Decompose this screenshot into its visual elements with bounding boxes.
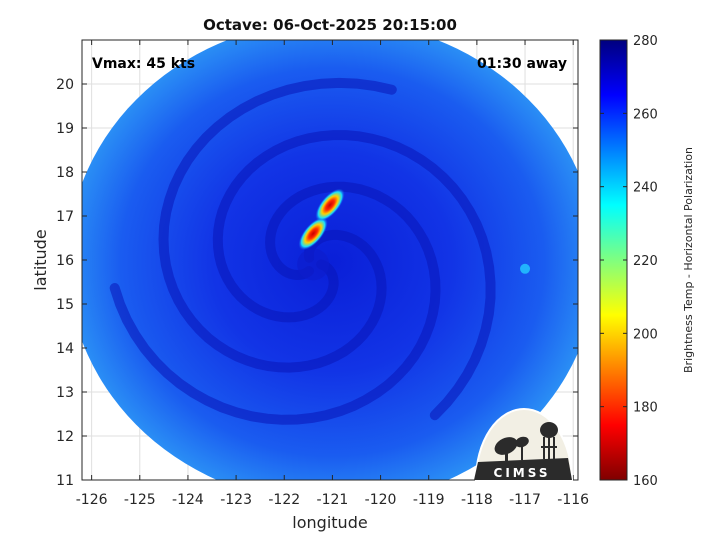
- x-tick-label: -116: [557, 492, 589, 508]
- x-tick-label: -124: [172, 492, 204, 508]
- y-tick-label: 16: [56, 253, 74, 269]
- x-tick-label: -123: [220, 492, 252, 508]
- y-tick-label: 11: [56, 473, 74, 489]
- isolated-cell: [520, 263, 531, 274]
- colorbar-tick-label: 260: [633, 107, 658, 122]
- swath-disk: [82, 40, 578, 480]
- y-axis-label: latitude: [31, 229, 50, 290]
- microwave-swath: [82, 40, 578, 480]
- x-axis-label: longitude: [292, 513, 367, 532]
- x-axis-ticks: -126 -125 -124 -123 -122 -121 -120 -119 -118 -117…: [76, 40, 589, 508]
- y-tick-label: 12: [56, 429, 74, 445]
- x-tick-label: -126: [76, 492, 108, 508]
- colorbar-tick-label: 280: [633, 34, 658, 49]
- time-away-annotation: 01:30 away: [477, 56, 567, 72]
- colorbar-tick-label: 220: [633, 254, 658, 269]
- colorbar: [600, 40, 627, 480]
- convective-band: [298, 217, 328, 250]
- colorbar-ticks: 160 180 200 220 240 260 280: [600, 34, 658, 489]
- colorbar-tick-label: 200: [633, 327, 658, 342]
- y-tick-label: 14: [56, 341, 74, 357]
- colorbar-tick-label: 160: [633, 474, 658, 489]
- x-tick-label: -122: [268, 492, 300, 508]
- x-tick-label: -117: [509, 492, 541, 508]
- colorbar-tick-label: 240: [633, 181, 658, 196]
- spiral-rainband: [212, 130, 496, 421]
- y-tick-label: 17: [56, 209, 74, 225]
- spiral-rainband: [158, 77, 397, 373]
- colorbar-label: Brightness Temp - Horizontal Polarizatio…: [682, 147, 695, 373]
- cimss-logo: CIMSS: [474, 408, 574, 481]
- spiral-rainband: [109, 181, 441, 425]
- y-tick-label: 20: [56, 77, 74, 93]
- colorbar-tick-label: 180: [633, 401, 658, 416]
- x-tick-label: -120: [365, 492, 397, 508]
- y-tick-label: 15: [56, 297, 74, 313]
- x-tick-label: -118: [461, 492, 493, 508]
- x-tick-label: -119: [413, 492, 445, 508]
- vmax-annotation: Vmax: 45 kts: [92, 56, 195, 72]
- y-tick-label: 13: [56, 385, 74, 401]
- y-axis-ticks: 11 12 13 14 15 16 17 18 19 20: [56, 77, 578, 489]
- x-tick-label: -121: [317, 492, 349, 508]
- x-tick-label: -125: [124, 492, 156, 508]
- cimss-logo-text: CIMSS: [494, 466, 551, 480]
- y-tick-label: 18: [56, 165, 74, 181]
- y-tick-label: 19: [56, 121, 74, 137]
- storm-center: [297, 248, 330, 281]
- convective-band: [315, 188, 345, 222]
- chart-title: Octave: 06-Oct-2025 20:15:00: [203, 16, 457, 34]
